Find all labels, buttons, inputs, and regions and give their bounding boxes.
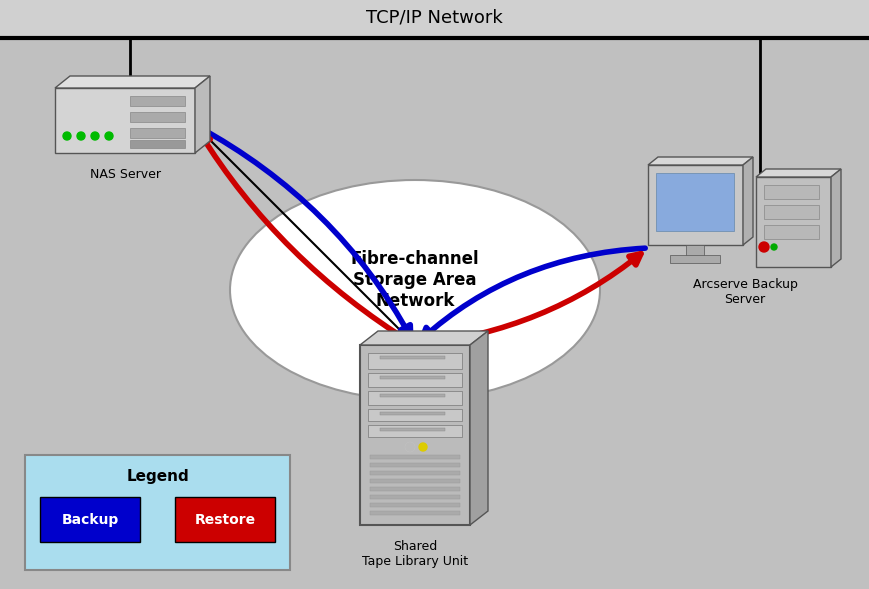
Bar	[130, 128, 185, 138]
Bar	[756, 177, 831, 267]
Bar	[380, 428, 445, 431]
Polygon shape	[831, 169, 841, 267]
Bar	[55, 88, 195, 153]
Bar	[656, 173, 734, 231]
Bar	[130, 140, 185, 148]
Bar	[764, 205, 819, 219]
Bar	[370, 463, 460, 467]
Bar	[368, 373, 462, 387]
Bar	[0, 0, 869, 38]
Bar	[764, 225, 819, 239]
Bar	[25, 455, 290, 570]
Circle shape	[771, 244, 777, 250]
Bar	[764, 185, 819, 199]
Circle shape	[419, 443, 427, 451]
Bar	[368, 353, 462, 369]
Bar	[175, 497, 275, 542]
Polygon shape	[648, 157, 753, 165]
Bar	[380, 412, 445, 415]
Circle shape	[91, 132, 99, 140]
Bar	[370, 455, 460, 459]
Bar	[368, 409, 462, 421]
Text: TCP/IP Network: TCP/IP Network	[366, 9, 502, 27]
Polygon shape	[55, 76, 210, 88]
Polygon shape	[470, 331, 488, 525]
Bar	[370, 495, 460, 499]
Bar	[686, 245, 704, 257]
FancyArrowPatch shape	[200, 133, 413, 343]
Text: Restore: Restore	[195, 513, 255, 527]
Bar	[368, 391, 462, 405]
Bar	[370, 487, 460, 491]
FancyArrowPatch shape	[418, 254, 641, 345]
Bar	[130, 112, 185, 122]
Polygon shape	[756, 169, 841, 177]
Text: Fibre-channel
Storage Area
Network: Fibre-channel Storage Area Network	[351, 250, 480, 310]
Polygon shape	[195, 76, 210, 153]
Text: Shared
Tape Library Unit: Shared Tape Library Unit	[362, 540, 468, 568]
Bar	[380, 356, 445, 359]
Polygon shape	[360, 331, 488, 345]
Ellipse shape	[230, 180, 600, 400]
Circle shape	[105, 132, 113, 140]
Bar	[370, 503, 460, 507]
Bar	[380, 376, 445, 379]
Bar	[370, 471, 460, 475]
Bar	[130, 96, 185, 106]
FancyArrowPatch shape	[421, 248, 645, 339]
Polygon shape	[743, 157, 753, 245]
Bar	[368, 425, 462, 437]
Bar	[670, 255, 720, 263]
Circle shape	[759, 242, 769, 252]
Bar	[648, 165, 743, 245]
Bar	[360, 345, 470, 525]
Circle shape	[77, 132, 85, 140]
Bar	[380, 394, 445, 397]
Circle shape	[63, 132, 71, 140]
Bar	[370, 479, 460, 483]
Text: Arcserve Backup
Server: Arcserve Backup Server	[693, 278, 798, 306]
Text: NAS Server: NAS Server	[90, 168, 161, 181]
FancyArrowPatch shape	[197, 126, 411, 337]
Bar	[370, 511, 460, 515]
Text: Legend: Legend	[126, 469, 189, 485]
Bar	[40, 497, 140, 542]
Text: Backup: Backup	[62, 513, 119, 527]
